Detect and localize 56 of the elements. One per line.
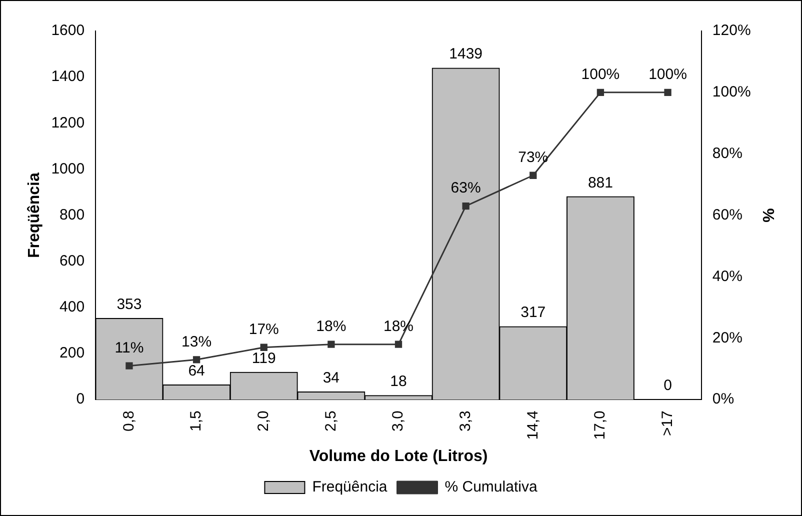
data-label: 13%	[182, 333, 212, 350]
data-label: 881	[588, 174, 613, 192]
x-tick-label: 1,5	[188, 410, 205, 432]
y-tick-label: 600	[60, 252, 85, 270]
data-label: 11%	[114, 339, 144, 356]
x-tick-label: 2,5	[322, 410, 340, 432]
y2-tick-label: 120%	[712, 22, 751, 40]
x-tick-label: 3,0	[390, 410, 407, 432]
data-label: 64	[188, 362, 205, 380]
x-tick-label: 14,4	[524, 410, 542, 440]
y-tick-label: 1000	[51, 160, 85, 178]
legend-label: Freqüência	[312, 478, 388, 496]
data-label: 63%	[450, 180, 481, 197]
point	[328, 340, 335, 348]
data-label: 17%	[248, 321, 279, 338]
y-tick-label: 400	[60, 298, 85, 316]
point	[664, 88, 672, 96]
point	[530, 172, 537, 179]
y-tick-label: 200	[60, 344, 85, 362]
y2-tick-label: 40%	[712, 268, 742, 285]
x-tick-label: 3,3	[456, 410, 474, 432]
x-tick-label: 2,0	[255, 410, 272, 432]
point	[260, 344, 268, 351]
data-label: 100%	[648, 66, 687, 84]
data-label: 0	[664, 377, 672, 394]
data-label: 353	[116, 296, 142, 313]
y-axis-title: Freqüência	[26, 172, 44, 258]
y2-tick-label: 80%	[712, 145, 742, 162]
y2-tick-label: 100%	[712, 84, 751, 101]
y-tick-label: 1400	[51, 68, 85, 86]
data-label: 34	[322, 369, 340, 386]
point	[596, 88, 604, 96]
point	[126, 362, 133, 370]
y-tick-label: 1600	[51, 22, 85, 40]
data-label: 1439	[449, 46, 483, 63]
data-label: 18%	[316, 318, 346, 335]
y2-tick-label: 20%	[712, 329, 742, 346]
data-label: 18	[390, 373, 407, 390]
x-axis-title: Volume do Lote (Litros)	[309, 448, 488, 465]
data-label: 100%	[581, 66, 620, 84]
data-label: 317	[520, 304, 546, 322]
data-label: 73%	[518, 149, 548, 166]
x-tick-label: 0,8	[120, 410, 138, 432]
y-tick-label: 0	[76, 390, 85, 408]
point	[192, 356, 200, 364]
point	[394, 340, 402, 348]
legend-label: % Cumulativa	[444, 478, 538, 496]
y2-axis-title: %	[758, 208, 776, 222]
y-tick-label: 1200	[51, 114, 85, 132]
x-tick-label: 17,0	[592, 410, 609, 440]
y-tick-label: 800	[60, 206, 85, 224]
data-label: 119	[252, 350, 276, 367]
point	[462, 202, 470, 210]
y2-tick-label: 0%	[712, 390, 734, 408]
y2-tick-label: 60%	[712, 206, 742, 224]
x-tick-label: >17	[658, 410, 676, 436]
